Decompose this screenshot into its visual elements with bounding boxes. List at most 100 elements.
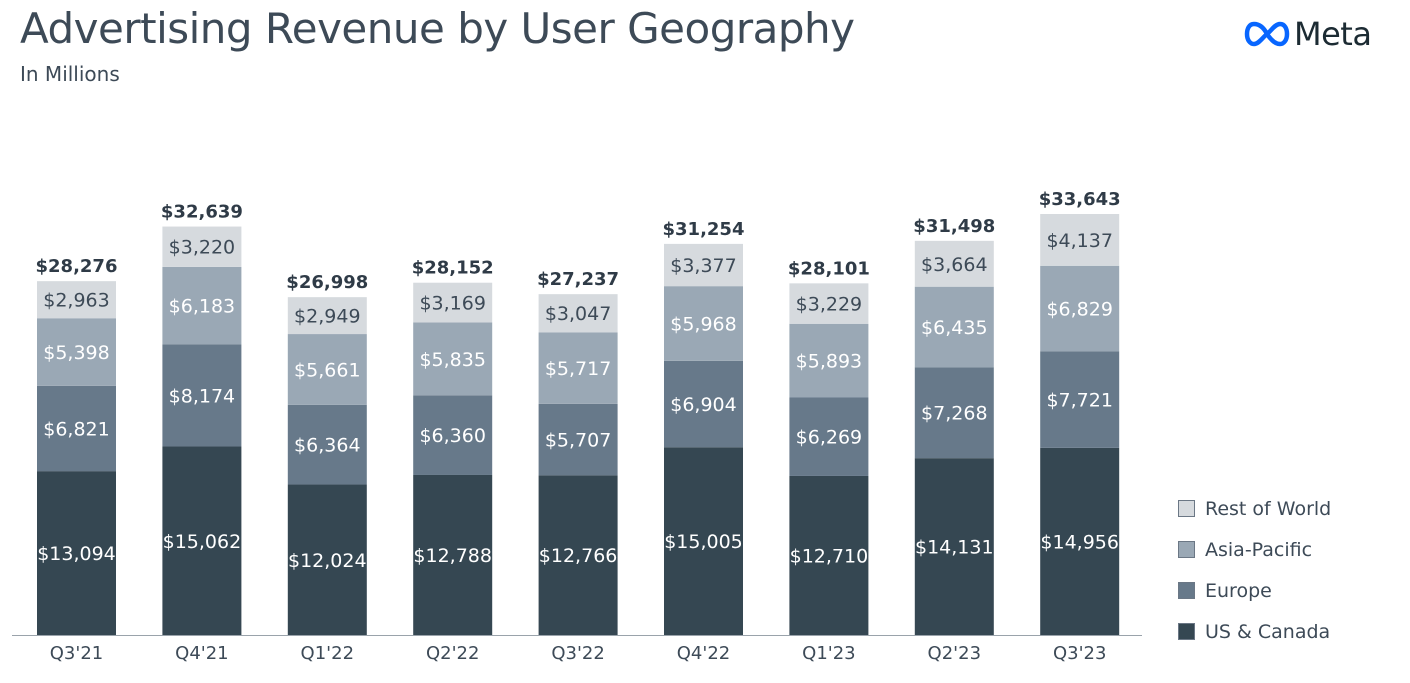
total-label-q2-22: $28,152 xyxy=(412,258,494,279)
meta-infinity-icon xyxy=(1244,21,1290,47)
meta-logo: Meta xyxy=(1244,14,1372,54)
x-tick-label-q2-23: Q2'23 xyxy=(928,643,981,664)
total-label-q3-22: $27,237 xyxy=(537,269,619,290)
legend-item-us-canada: US & Canada xyxy=(1178,611,1331,652)
bar-us-canada-q3-22 xyxy=(538,475,618,635)
data-label-rest-of-world-q2-22: $3,169 xyxy=(419,293,485,315)
data-label-us-canada-q3-23: $14,956 xyxy=(1040,531,1119,553)
bar-asia-pacific-q2-23 xyxy=(914,286,994,368)
bar-rest-of-world-q4-21 xyxy=(162,226,242,267)
legend-swatch-europe xyxy=(1178,582,1195,599)
bar-rest-of-world-q2-23 xyxy=(914,240,994,287)
x-tick-label-q1-22: Q1'22 xyxy=(301,643,354,664)
bar-rest-of-world-q2-22 xyxy=(413,282,493,323)
x-tick-label-q3-23: Q3'23 xyxy=(1053,643,1106,664)
bar-asia-pacific-q4-22 xyxy=(664,286,743,361)
data-label-rest-of-world-q3-22: $3,047 xyxy=(545,303,611,325)
bar-europe-q1-23 xyxy=(789,397,869,476)
data-label-europe-q3-21: $6,821 xyxy=(43,418,109,440)
data-label-us-canada-q4-22: $15,005 xyxy=(664,531,743,553)
data-label-europe-q2-23: $7,268 xyxy=(921,403,987,425)
legend-swatch-asia-pacific xyxy=(1178,541,1195,558)
bar-europe-q3-22 xyxy=(538,403,618,476)
data-label-rest-of-world-q1-22: $2,949 xyxy=(294,306,360,328)
data-label-asia-pacific-q4-21: $6,183 xyxy=(169,296,235,318)
bar-us-canada-q4-21 xyxy=(162,446,242,635)
bar-rest-of-world-q3-21 xyxy=(37,281,116,319)
data-label-rest-of-world-q4-22: $3,377 xyxy=(670,255,736,277)
bar-us-canada-q3-23 xyxy=(1040,447,1120,635)
bar-asia-pacific-q4-21 xyxy=(162,266,242,345)
bar-europe-q4-22 xyxy=(664,360,743,448)
data-label-europe-q3-22: $5,707 xyxy=(545,430,611,452)
data-label-asia-pacific-q2-23: $6,435 xyxy=(921,317,987,339)
x-tick-label-q3-22: Q3'22 xyxy=(551,643,604,664)
chart-legend: Rest of World Asia-Pacific Europe US & C… xyxy=(1178,488,1331,652)
bar-europe-q4-21 xyxy=(162,344,242,447)
legend-swatch-us-canada xyxy=(1178,623,1195,640)
data-label-asia-pacific-q3-23: $6,829 xyxy=(1046,298,1112,320)
data-label-europe-q4-22: $6,904 xyxy=(670,394,736,416)
bar-rest-of-world-q1-22 xyxy=(287,297,367,335)
data-label-us-canada-q3-22: $12,766 xyxy=(539,545,618,567)
data-label-us-canada-q4-21: $15,062 xyxy=(163,531,242,553)
bar-europe-q3-23 xyxy=(1040,351,1120,448)
total-label-q4-21: $32,639 xyxy=(161,202,243,223)
x-tick-label-q4-21: Q4'21 xyxy=(175,643,228,664)
total-label-q1-23: $28,101 xyxy=(788,258,870,279)
legend-item-rest-of-world: Rest of World xyxy=(1178,488,1331,529)
data-label-us-canada-q1-22: $12,024 xyxy=(288,550,367,572)
legend-label-rest-of-world: Rest of World xyxy=(1205,497,1332,520)
bar-rest-of-world-q4-22 xyxy=(664,243,743,287)
data-label-us-canada-q2-23: $14,131 xyxy=(915,537,994,559)
bar-us-canada-q1-22 xyxy=(287,484,367,635)
total-label-q1-22: $26,998 xyxy=(286,272,368,293)
bar-us-canada-q4-22 xyxy=(664,447,743,635)
bar-asia-pacific-q1-22 xyxy=(287,334,367,405)
data-label-asia-pacific-q3-22: $5,717 xyxy=(545,358,611,380)
legend-item-europe: Europe xyxy=(1178,570,1331,611)
data-label-asia-pacific-q3-21: $5,398 xyxy=(43,342,109,364)
legend-label-us-canada: US & Canada xyxy=(1205,620,1331,643)
bar-rest-of-world-q3-22 xyxy=(538,294,618,333)
total-label-q4-22: $31,254 xyxy=(663,219,745,240)
chart-title: Advertising Revenue by User Geography xyxy=(20,4,855,53)
data-label-asia-pacific-q2-22: $5,835 xyxy=(419,349,485,371)
x-tick-label-q2-22: Q2'22 xyxy=(426,643,479,664)
bar-europe-q2-22 xyxy=(413,395,493,475)
bar-asia-pacific-q3-21 xyxy=(37,318,116,386)
bar-asia-pacific-q3-22 xyxy=(538,332,618,404)
data-label-europe-q4-21: $8,174 xyxy=(169,385,235,407)
bar-us-canada-q2-23 xyxy=(914,458,994,635)
meta-logo-text: Meta xyxy=(1294,15,1372,53)
bar-asia-pacific-q3-23 xyxy=(1040,265,1120,352)
bar-europe-q1-22 xyxy=(287,404,367,485)
data-label-rest-of-world-q1-23: $3,229 xyxy=(796,294,862,316)
bar-asia-pacific-q2-22 xyxy=(413,322,493,396)
data-label-us-canada-q2-22: $12,788 xyxy=(413,545,492,567)
bar-rest-of-world-q3-23 xyxy=(1040,214,1120,266)
total-label-q2-23: $31,498 xyxy=(913,216,995,237)
data-label-europe-q2-22: $6,360 xyxy=(419,425,485,447)
data-label-asia-pacific-q1-22: $5,661 xyxy=(294,359,360,381)
x-tick-label-q1-23: Q1'23 xyxy=(802,643,855,664)
x-tick-label-q4-22: Q4'22 xyxy=(677,643,730,664)
bar-rest-of-world-q1-23 xyxy=(789,283,869,324)
bar-europe-q2-23 xyxy=(914,367,994,459)
data-label-europe-q3-23: $7,721 xyxy=(1046,390,1112,412)
bar-asia-pacific-q1-23 xyxy=(789,323,869,398)
x-tick-label-q3-21: Q3'21 xyxy=(50,643,103,664)
data-label-asia-pacific-q1-23: $5,893 xyxy=(796,351,862,373)
data-label-us-canada-q3-21: $13,094 xyxy=(37,543,116,565)
bar-us-canada-q1-23 xyxy=(789,475,869,635)
bar-us-canada-q2-22 xyxy=(413,474,493,635)
legend-item-asia-pacific: Asia-Pacific xyxy=(1178,529,1331,570)
data-label-asia-pacific-q4-22: $5,968 xyxy=(670,313,736,335)
legend-label-asia-pacific: Asia-Pacific xyxy=(1205,538,1313,561)
total-label-q3-21: $28,276 xyxy=(36,256,118,277)
chart-subtitle: In Millions xyxy=(20,62,120,86)
legend-swatch-rest-of-world xyxy=(1178,500,1195,517)
legend-label-europe: Europe xyxy=(1205,579,1272,602)
data-label-rest-of-world-q2-23: $3,664 xyxy=(921,254,987,276)
